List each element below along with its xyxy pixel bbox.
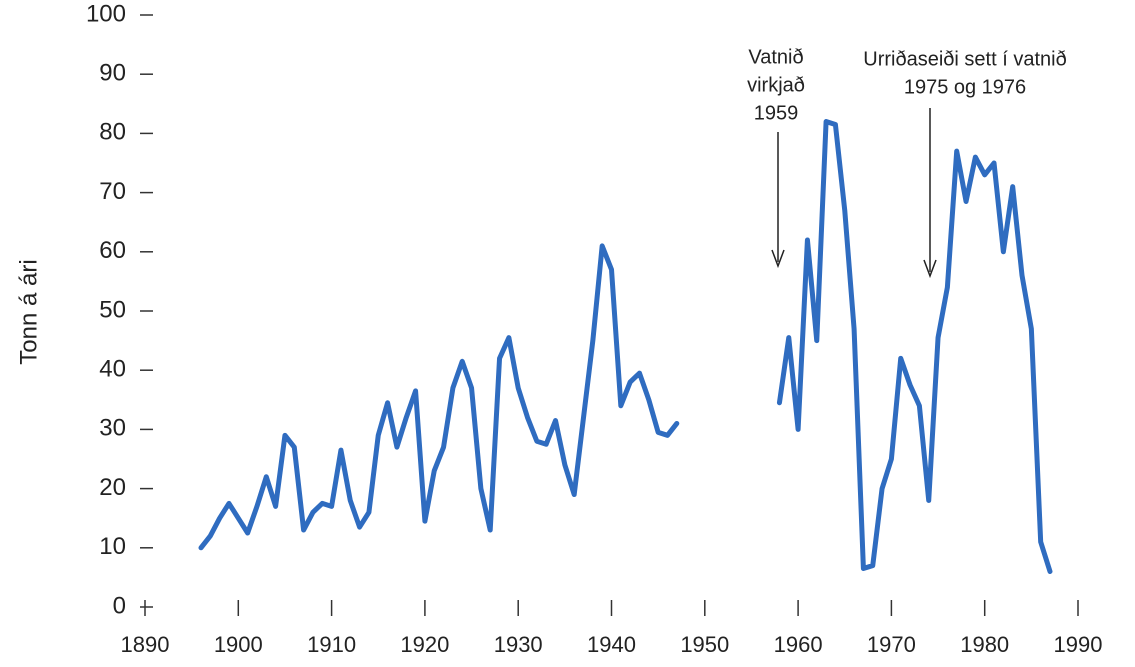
x-tick-label: 1940 [587,632,636,657]
annotation-text: Vatnið [748,46,803,68]
x-tick-label: 1980 [960,632,1009,657]
y-axis-label: Tonn á ári [15,259,42,364]
y-tick-label: 70 [99,178,126,205]
x-tick-label: 1990 [1054,632,1103,657]
x-tick-label: 1900 [214,632,263,657]
y-tick-label: 0 [113,592,126,619]
y-tick-label: 10 [99,533,126,560]
y-tick-label: 40 [99,356,126,383]
y-tick-label: 100 [86,0,126,27]
x-tick-label: 1920 [400,632,449,657]
annotation: Urriðaseiði sett í vatnið 1975 og 1976 [863,48,1067,279]
annotation-arrowhead [771,249,785,269]
x-tick-label: 1930 [494,632,543,657]
annotation-text: 1959 [754,102,799,124]
annotation-text: 1975 og 1976 [904,76,1026,98]
y-tick-label: 30 [99,415,126,442]
y-tick-label: 90 [99,60,126,87]
x-tick-label: 1970 [867,632,916,657]
x-tick-label: 1890 [121,632,170,657]
y-tick-label: 20 [99,474,126,501]
y-tick-label: 60 [99,237,126,264]
x-tick-label: 1950 [680,632,729,657]
data-line [198,119,1053,574]
annotation-text: Urriðaseiði sett í vatnið [863,48,1066,70]
annotation-text: virkjað [747,74,805,96]
annotation: Vatnið virkjað 1959 [747,46,805,269]
y-tick-label: 50 [99,296,126,323]
y-tick-label: 80 [99,119,126,146]
x-tick-label: 1910 [307,632,356,657]
x-tick-label: 1960 [774,632,823,657]
annotation-arrowhead [923,259,937,279]
